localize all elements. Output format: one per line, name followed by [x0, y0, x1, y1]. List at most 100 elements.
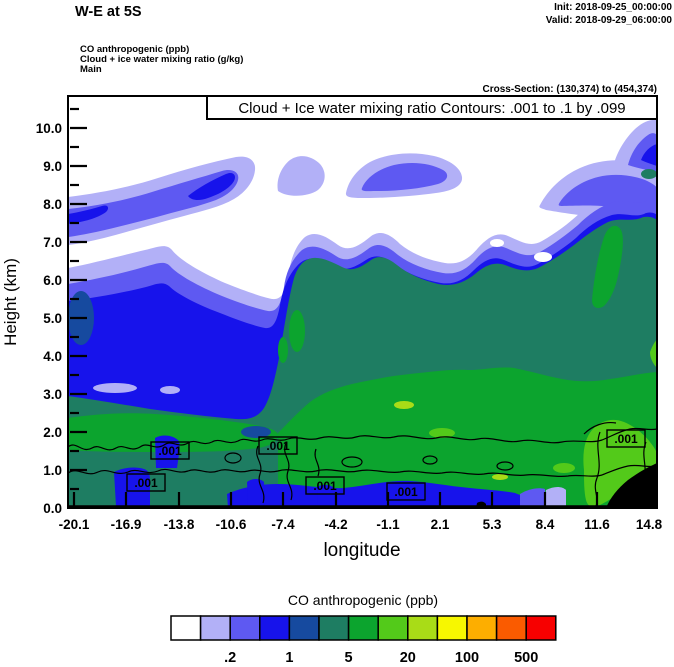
surface-strip-blue — [227, 480, 520, 508]
colorbar-cell — [377, 615, 409, 641]
colorbar-tick-labels: .2 1 5 20 100 500 — [224, 650, 538, 666]
colorbar-cell — [436, 615, 468, 641]
cloud-streak-midtop-core — [361, 162, 448, 192]
contour-label: .001 — [394, 485, 418, 499]
contour-label-box — [258, 436, 298, 455]
x-tick-label: -7.4 — [271, 517, 295, 532]
cloud-contour-line-1 — [68, 427, 657, 451]
contour-label-box — [150, 441, 190, 460]
contour-field: .001 .001 .001 .001 .001 .001 — [68, 96, 657, 508]
surface-strip-lavender — [546, 487, 566, 508]
x-axis-ticks — [72, 492, 651, 506]
colorbar-cell — [170, 615, 202, 641]
y-tick-label: 2.0 — [43, 425, 62, 440]
y-tick-label: 9.0 — [43, 159, 62, 174]
cloud-contour-loop-3 — [422, 455, 438, 465]
y-tick-label: 7.0 — [43, 235, 62, 250]
colorbar-cell — [288, 615, 320, 641]
y-axis-title: Height (km) — [1, 258, 20, 346]
x-tick-label: -4.2 — [324, 517, 347, 532]
colorbar-cell — [259, 615, 291, 641]
x-tick-label: -10.6 — [216, 517, 247, 532]
colorbar-tick-label: 5 — [345, 650, 353, 666]
x-axis-title: longitude — [323, 540, 400, 561]
yellowgreen-speck-2 — [492, 474, 508, 480]
y-tick-label: 8.0 — [43, 197, 62, 212]
y-tick-label: 4.0 — [43, 349, 62, 364]
colorbar-cell — [347, 615, 379, 641]
x-tick-labels: -20.1 -16.9 -13.8 -10.6 -7.4 -4.2 -1.1 2… — [59, 517, 663, 532]
y-tick-label: 1.0 — [43, 463, 62, 478]
plot-title-box — [206, 95, 658, 120]
cloud-contour-squiggles-slope — [256, 442, 320, 504]
cloud-contour-loop-1 — [224, 452, 242, 464]
plot-title: Cloud + Ice water mixing ratio Contours:… — [238, 100, 625, 117]
surface-blue-patch-w1 — [114, 467, 150, 506]
y-tick-label: 5.0 — [43, 311, 62, 326]
colorbar-cell — [407, 615, 439, 641]
contour-label: .001 — [158, 444, 182, 458]
x-tick-label: -16.9 — [111, 517, 142, 532]
colorbar-cell — [525, 615, 557, 641]
y-tick-label: 6.0 — [43, 273, 62, 288]
lime-edge-nub — [650, 340, 657, 368]
field-line-1: CO anthropogenic (ppb) — [80, 44, 189, 55]
valid-time-label: Valid: 2018-09-29_06:00:00 — [546, 15, 673, 26]
colorbar-cell — [466, 615, 498, 641]
colorbar-tick-label: 100 — [455, 650, 479, 666]
contour-label: .001 — [614, 432, 638, 446]
contour-label-box — [126, 473, 166, 492]
surface-blue-streak-b — [317, 484, 335, 508]
cloud-band-upper-west-inner — [188, 172, 236, 201]
cloud-contour-loop-4 — [496, 461, 514, 471]
yellowgreen-speck-1 — [394, 401, 414, 409]
colorbar-cell — [229, 615, 261, 641]
colorbar-tick-label: .2 — [224, 650, 236, 666]
lime-patch-1 — [553, 463, 575, 473]
contour-label: .001 — [313, 479, 337, 493]
x-tick-label: 8.4 — [536, 517, 555, 532]
contour-label: .001 — [266, 439, 290, 453]
colorbar-tick-label: 500 — [514, 650, 538, 666]
cloud-band-upper-west-core — [68, 170, 239, 237]
contour-label-box — [386, 482, 426, 501]
lime-region-east — [583, 419, 657, 507]
surface-strip-violet — [520, 488, 546, 508]
surface-blue-streak-a — [247, 479, 265, 508]
x-tick-label: 5.3 — [483, 517, 502, 532]
contour-label: .001 — [134, 476, 158, 490]
colorbar-title: CO anthropogenic (ppb) — [288, 592, 438, 608]
white-hole-3 — [490, 239, 504, 247]
lavender-inlay-west-1 — [93, 383, 137, 393]
navy-patch-surface — [241, 426, 271, 438]
colorbar-tick-label: 20 — [400, 650, 416, 666]
x-tick-label: 2.1 — [431, 517, 450, 532]
lavender-inlay-west-2 — [160, 386, 180, 394]
y-tick-labels: 0.0 1.0 2.0 3.0 4.0 5.0 6.0 7.0 8.0 9.0 … — [36, 121, 62, 516]
white-hole-1 — [534, 252, 552, 262]
teal-nub-ne — [641, 169, 657, 179]
y-tick-label: 3.0 — [43, 387, 62, 402]
x-tick-label: -20.1 — [59, 517, 90, 532]
contour-label-box — [606, 429, 646, 448]
colorbar — [170, 615, 557, 641]
x-tick-label: 11.6 — [584, 517, 610, 532]
colorbar-tick-label: 1 — [285, 650, 293, 666]
contour-label-box — [305, 476, 345, 495]
cross-section-label: Cross-Section: (130,374) to (454,374) — [482, 84, 657, 95]
page-title: W-E at 5S — [75, 4, 142, 20]
cloud-contour-loop-2 — [341, 456, 363, 468]
green-streak-slope-2 — [278, 337, 288, 363]
init-time-label: Init: 2018-09-25_00:00:00 — [554, 2, 672, 13]
y-tick-label: 10.0 — [36, 121, 62, 136]
y-axis-ticks — [70, 107, 87, 491]
cloud-band-west-edge-inner — [68, 205, 109, 224]
field-line-3: Main — [80, 64, 102, 75]
green-streak-slope-1 — [289, 310, 305, 352]
cloud-contour-line-2 — [68, 464, 657, 478]
colorbar-cell — [199, 615, 231, 641]
green-tower-east — [592, 225, 623, 308]
colorbar-cell — [318, 615, 350, 641]
